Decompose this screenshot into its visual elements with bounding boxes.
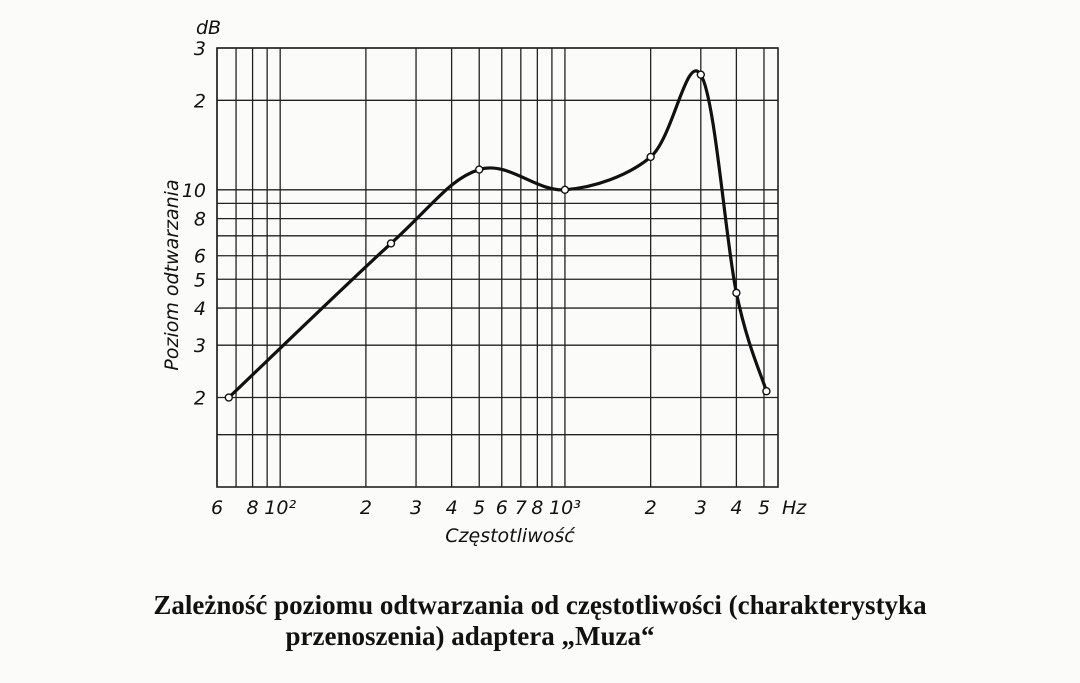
x-tick-label: 6 bbox=[211, 497, 223, 519]
x-tick-label: 4 bbox=[446, 497, 458, 519]
caption: Zależność poziomu odtwarzania od częstot… bbox=[153, 590, 927, 620]
y-axis-title: Poziom odtwarzania bbox=[161, 179, 183, 370]
data-point bbox=[475, 165, 484, 174]
caption: przenoszenia) adaptera „Muza“ bbox=[286, 621, 655, 651]
x-tick-label: 8 bbox=[531, 497, 543, 519]
x-tick-label: 10³ bbox=[549, 497, 581, 519]
data-point bbox=[732, 288, 741, 298]
y-tick-label: 3 bbox=[194, 335, 206, 357]
data-point bbox=[224, 393, 233, 402]
x-tick-label: 6 bbox=[496, 497, 508, 519]
x-unit: Hz bbox=[782, 497, 807, 519]
data-point bbox=[386, 239, 396, 248]
y-unit: dB bbox=[196, 17, 221, 39]
y-tick-label: 10 bbox=[182, 180, 206, 202]
data-point bbox=[560, 185, 570, 195]
data-point bbox=[762, 387, 771, 396]
x-axis-title: Częstotliwość bbox=[445, 525, 576, 547]
x-tick-label: 10² bbox=[264, 497, 296, 519]
y-tick-label: 3 bbox=[194, 38, 206, 60]
x-tick-label: 5 bbox=[473, 497, 485, 519]
y-tick-label: 6 bbox=[194, 246, 206, 268]
x-tick-label: 3 bbox=[410, 497, 422, 519]
x-tick-label: 8 bbox=[247, 497, 259, 519]
data-point bbox=[646, 152, 655, 162]
x-tick-label: 2 bbox=[360, 497, 372, 519]
x-tick-label: 2 bbox=[645, 497, 657, 519]
x-tick-label: 5 bbox=[758, 497, 770, 519]
y-tick-label: 2 bbox=[194, 90, 206, 112]
y-tick-label: 8 bbox=[194, 209, 206, 231]
data-point bbox=[696, 70, 706, 79]
y-tick-label: 2 bbox=[194, 388, 206, 410]
x-tick-label: 7 bbox=[515, 497, 527, 519]
plot-frame bbox=[216, 47, 779, 488]
x-tick-label: 4 bbox=[730, 497, 742, 519]
y-tick-label: 4 bbox=[194, 298, 206, 320]
y-tick-label: 5 bbox=[194, 269, 206, 291]
x-tick-label: 3 bbox=[695, 497, 707, 519]
curve bbox=[227, 69, 768, 399]
